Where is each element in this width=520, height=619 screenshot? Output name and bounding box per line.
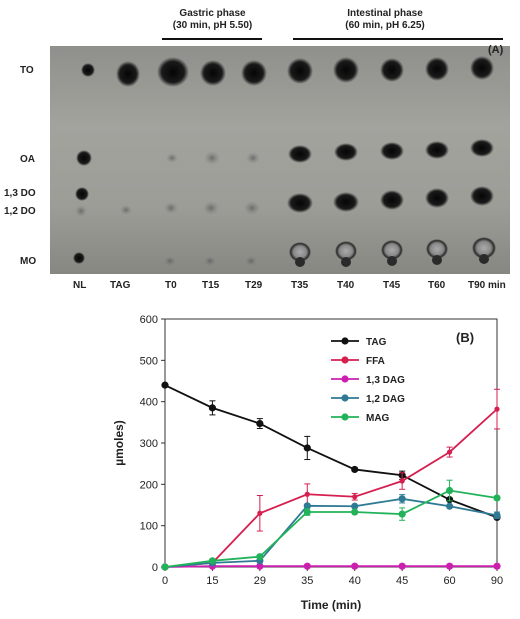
panel-b-label: (B) bbox=[456, 330, 474, 345]
y-tick-label: 400 bbox=[140, 397, 158, 409]
x-tick-label: 35 bbox=[301, 575, 313, 587]
line-chart: 0 100 200 300 400 500 600 0 15 29 35 40 45 60 90 Time (… bbox=[112, 314, 503, 612]
intestinal-phase-title: Intestinal phase (60 min, pH 6.25) bbox=[320, 8, 450, 32]
legend-label: 1,3 DAG bbox=[366, 375, 405, 386]
lane-label: T35 bbox=[291, 280, 309, 291]
series-line-1-3-dag bbox=[164, 565, 497, 568]
y-tick-label: 300 bbox=[140, 438, 158, 450]
gastric-phase-conditions: (30 min, pH 5.50) bbox=[172, 20, 253, 31]
x-tick-label: 45 bbox=[396, 575, 408, 587]
legend-marker bbox=[341, 337, 349, 345]
data-point-1-2-dag bbox=[351, 502, 359, 510]
data-point-mag bbox=[256, 553, 264, 561]
panel-a-label: (A) bbox=[488, 44, 504, 56]
legend-marker bbox=[341, 394, 349, 402]
x-axis-label: Time (min) bbox=[301, 598, 361, 612]
data-point-tag bbox=[208, 404, 217, 412]
data-point-1-3-dag bbox=[398, 562, 406, 570]
data-point-ffa bbox=[257, 510, 263, 516]
data-point-ffa bbox=[399, 478, 405, 484]
lane-label: TAG bbox=[110, 280, 131, 291]
data-point-tag bbox=[351, 465, 359, 474]
lane-label: T29 bbox=[245, 280, 263, 291]
data-point-1-3-dag bbox=[256, 562, 264, 570]
legend-marker bbox=[341, 356, 349, 364]
x-tick-label: 15 bbox=[206, 575, 218, 587]
lane-label: T45 bbox=[383, 280, 401, 291]
row-label-mo: MO bbox=[20, 256, 37, 267]
x-tick-label: 40 bbox=[349, 575, 361, 587]
data-point-1-2-dag bbox=[445, 502, 454, 510]
y-axis-label: µmoles) bbox=[112, 420, 126, 466]
intestinal-lane-spots bbox=[287, 56, 496, 267]
intestinal-phase-bracket bbox=[293, 38, 503, 40]
x-tick-label: 29 bbox=[254, 575, 266, 587]
data-point-mag bbox=[445, 486, 454, 495]
y-tick-label: 200 bbox=[140, 479, 158, 491]
series-line-tag bbox=[164, 384, 498, 519]
lane-label: NL bbox=[73, 280, 87, 291]
data-point-tag bbox=[161, 381, 169, 389]
lane-label: T15 bbox=[202, 280, 220, 291]
data-point-1-3-dag bbox=[303, 562, 311, 570]
data-point-1-3-dag bbox=[351, 562, 359, 570]
legend-marker bbox=[341, 375, 349, 383]
data-point-1-2-dag bbox=[493, 511, 501, 519]
plot-frame bbox=[164, 318, 498, 568]
x-tick-label: 0 bbox=[162, 575, 168, 587]
series-line-mag bbox=[164, 489, 498, 568]
lane-label: T40 bbox=[337, 280, 355, 291]
tlc-plate-image: (A) bbox=[50, 44, 510, 274]
data-point-mag bbox=[493, 494, 501, 502]
data-point-1-2-dag bbox=[303, 502, 311, 510]
lane-label: T60 bbox=[428, 280, 446, 291]
data-point-1-3-dag bbox=[493, 562, 501, 570]
y-tick-label: 600 bbox=[140, 314, 158, 326]
data-point-mag bbox=[351, 508, 359, 516]
data-point-tag bbox=[303, 444, 311, 452]
series-line-ffa bbox=[164, 408, 498, 568]
row-label-13do: 1,3 DO bbox=[4, 188, 36, 199]
x-tick-label: 90 bbox=[491, 575, 503, 587]
y-tick-label: 500 bbox=[140, 355, 158, 367]
legend-label: 1,2 DAG bbox=[366, 394, 405, 405]
y-tick-label: 100 bbox=[140, 521, 158, 533]
data-point-mag bbox=[398, 510, 406, 518]
legend-label: FFA bbox=[366, 356, 385, 367]
data-point-1-3-dag bbox=[445, 562, 454, 570]
intestinal-phase-conditions: (60 min, pH 6.25) bbox=[345, 20, 425, 31]
gastric-phase-bracket bbox=[162, 38, 262, 40]
gastric-phase-name: Gastric phase bbox=[179, 8, 246, 19]
row-label-to: TO bbox=[20, 65, 34, 76]
series-line-1-2-dag bbox=[164, 497, 498, 568]
intestinal-phase-name: Intestinal phase bbox=[347, 8, 423, 19]
data-point-1-2-dag bbox=[398, 495, 406, 503]
legend-label: MAG bbox=[366, 413, 390, 424]
data-point-mag bbox=[208, 557, 217, 565]
x-tick-label: 60 bbox=[443, 575, 455, 587]
tlc-spots bbox=[73, 56, 496, 267]
data-point-mag bbox=[303, 508, 311, 516]
data-point-ffa bbox=[352, 494, 358, 500]
data-point-tag bbox=[256, 419, 264, 428]
lane-label: T90 min bbox=[468, 280, 506, 291]
data-point-mag bbox=[161, 563, 169, 571]
gastric-phase-title: Gastric phase (30 min, pH 5.50) bbox=[160, 8, 265, 32]
lane-label: T0 bbox=[165, 280, 177, 291]
data-point-ffa bbox=[304, 491, 310, 497]
data-point-ffa bbox=[446, 449, 453, 455]
legend-marker bbox=[341, 413, 349, 421]
row-label-oa: OA bbox=[20, 154, 35, 165]
y-tick-label: 0 bbox=[152, 562, 158, 574]
data-point-ffa bbox=[494, 406, 500, 412]
row-label-12do: 1,2 DO bbox=[4, 206, 36, 217]
legend-label: TAG bbox=[366, 337, 387, 348]
